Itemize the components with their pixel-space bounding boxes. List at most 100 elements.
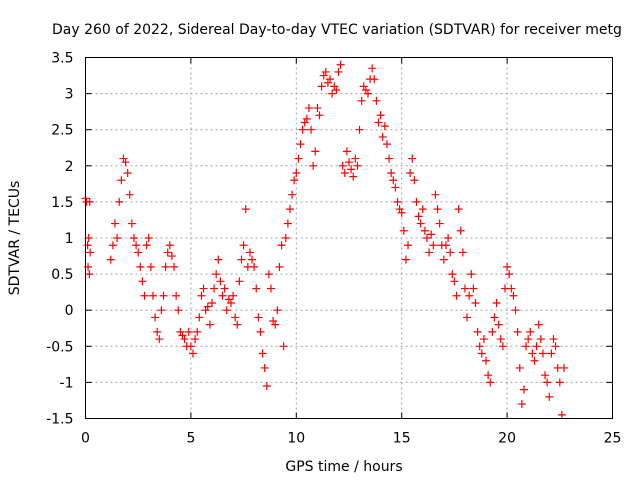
- data-point: [319, 71, 328, 80]
- data-point: [170, 262, 179, 271]
- data-point: [486, 378, 495, 387]
- data-point: [479, 335, 488, 344]
- y-tick-label: 0: [65, 303, 74, 319]
- x-axis-title: GPS time / hours: [285, 459, 402, 475]
- data-point: [441, 241, 450, 250]
- data-point: [304, 104, 313, 113]
- data-point: [321, 67, 330, 76]
- data-point: [414, 212, 423, 221]
- data-point: [492, 298, 501, 307]
- data-point: [547, 349, 556, 358]
- data-point: [433, 205, 442, 214]
- data-point: [262, 382, 271, 391]
- data-point: [484, 371, 493, 380]
- data-point: [507, 284, 516, 293]
- data-point: [203, 302, 212, 311]
- label-layer: 0 5 10 15 20 25 -1.5 -1 -0.5 0 0.5 1 1.5 2 2.5 3 3.5: [46, 51, 621, 447]
- data-point: [555, 378, 564, 387]
- data-point: [279, 342, 288, 351]
- data-point: [86, 248, 95, 257]
- data-point: [389, 176, 398, 185]
- data-point: [410, 176, 419, 185]
- data-point: [106, 255, 115, 264]
- data-point: [288, 190, 297, 199]
- data-point: [494, 320, 503, 329]
- data-point: [534, 320, 543, 329]
- data-point: [315, 111, 324, 120]
- y-tick-label: 1.5: [51, 195, 73, 211]
- data-point: [269, 317, 278, 326]
- y-tick-label: 2.5: [51, 123, 73, 139]
- x-tick-label: 10: [287, 431, 305, 447]
- data-point: [425, 248, 434, 257]
- data-point: [155, 335, 164, 344]
- data-point: [205, 320, 214, 329]
- data-point: [167, 252, 176, 261]
- data-point: [292, 169, 301, 178]
- data-point: [517, 400, 526, 409]
- data-point: [323, 78, 332, 87]
- data-point: [111, 219, 120, 228]
- data-point: [399, 226, 408, 235]
- data-point: [267, 284, 276, 293]
- data-point: [151, 313, 160, 322]
- data-point: [393, 197, 402, 206]
- data-point: [519, 385, 528, 394]
- data-point: [207, 298, 216, 307]
- data-point: [144, 234, 153, 242]
- points-layer: [81, 60, 569, 419]
- data-point: [503, 262, 512, 271]
- data-point: [311, 147, 320, 156]
- data-point: [347, 165, 356, 174]
- data-point: [290, 176, 299, 185]
- data-point: [465, 291, 474, 300]
- data-point: [363, 89, 372, 98]
- y-tick-label: 1: [65, 231, 74, 247]
- data-point: [463, 313, 472, 322]
- data-point: [524, 335, 533, 344]
- data-point: [195, 313, 204, 322]
- data-point: [256, 327, 265, 336]
- data-point: [422, 234, 431, 242]
- data-point: [412, 197, 421, 206]
- data-point: [404, 241, 413, 250]
- data-point: [509, 291, 518, 300]
- data-point: [125, 190, 134, 199]
- y-tick-label: -1.5: [46, 412, 73, 428]
- data-point: [355, 125, 364, 134]
- data-point: [418, 205, 427, 214]
- data-point: [444, 234, 453, 242]
- data-point: [334, 67, 343, 76]
- data-point: [351, 154, 360, 163]
- data-point: [427, 230, 436, 239]
- data-point: [229, 291, 238, 300]
- data-point: [226, 298, 235, 307]
- data-point: [406, 169, 415, 178]
- data-point: [460, 284, 469, 293]
- data-point: [184, 327, 193, 336]
- data-point: [248, 255, 257, 264]
- data-point: [317, 82, 326, 91]
- data-point: [359, 82, 368, 91]
- data-point: [136, 262, 145, 271]
- data-point: [220, 284, 229, 293]
- data-point: [233, 320, 242, 329]
- data-point: [245, 248, 254, 257]
- x-tick-label: 15: [393, 431, 411, 447]
- data-point: [174, 306, 183, 315]
- y-tick-label: 2: [65, 159, 74, 175]
- data-point: [132, 241, 141, 250]
- data-point: [296, 140, 305, 149]
- data-point: [277, 241, 286, 250]
- data-point: [83, 241, 92, 250]
- data-point: [475, 342, 484, 351]
- data-point: [469, 284, 478, 293]
- x-tick-label: 5: [186, 431, 195, 447]
- data-point: [189, 349, 198, 358]
- data-point: [300, 118, 309, 127]
- data-point: [172, 291, 181, 300]
- data-point: [235, 277, 244, 286]
- data-point: [129, 234, 138, 242]
- data-point: [113, 234, 122, 242]
